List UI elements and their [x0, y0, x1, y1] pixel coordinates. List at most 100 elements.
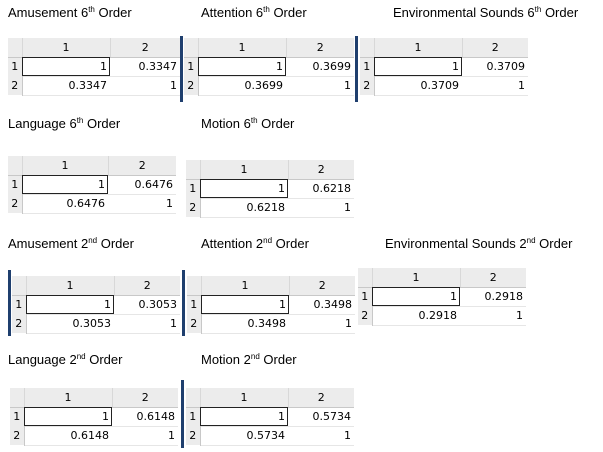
row-header-2[interactable]: 2 — [12, 314, 27, 333]
cell-1-2[interactable]: 0.6148 — [112, 407, 178, 427]
row-header-1[interactable]: 1 — [186, 407, 201, 426]
cell-2-2[interactable]: 1 — [114, 314, 180, 334]
title-superscript: nd — [263, 236, 273, 245]
cell-2-2[interactable]: 1 — [289, 314, 355, 334]
row-header-2[interactable]: 2 — [187, 314, 202, 333]
cell-1-2[interactable]: 0.6218 — [288, 179, 354, 199]
row-header-2[interactable]: 2 — [8, 76, 23, 95]
title-suffix: Order — [94, 5, 132, 20]
cell-2-2[interactable]: 1 — [108, 194, 176, 214]
cell-1-2[interactable]: 0.2918 — [460, 287, 526, 307]
row-header-1[interactable]: 1 — [186, 179, 201, 198]
cell-2-1[interactable]: 0.5734 — [200, 426, 288, 446]
cell-2-1[interactable]: 0.6218 — [200, 198, 288, 218]
row-header-1[interactable]: 1 — [8, 175, 23, 194]
column-header-2[interactable]: 2 — [113, 276, 180, 296]
panel-title-motion-6th: Motion 6th Order — [201, 116, 294, 131]
row-header-2[interactable]: 2 — [186, 426, 201, 445]
column-header-1[interactable]: 1 — [373, 38, 462, 58]
title-suffix: Order — [272, 236, 309, 251]
cell-2-1[interactable]: 0.3699 — [198, 76, 286, 96]
row-header-2[interactable]: 2 — [358, 306, 373, 325]
title-text: Language 2 — [8, 352, 77, 367]
panel-divider — [355, 36, 358, 102]
cell-2-2[interactable]: 1 — [288, 426, 354, 446]
column-header-2[interactable]: 2 — [111, 388, 178, 408]
cell-1-2[interactable]: 0.5734 — [288, 407, 354, 427]
column-header-1[interactable]: 1 — [200, 276, 289, 296]
corner-cell — [186, 160, 200, 180]
panel-divider — [181, 380, 184, 448]
cell-2-2[interactable]: 1 — [110, 76, 180, 96]
cell-1-1[interactable]: 1 — [26, 295, 114, 315]
cell-2-1[interactable]: 0.6476 — [22, 194, 108, 214]
row-header-1[interactable]: 1 — [187, 295, 202, 314]
column-header-2[interactable]: 2 — [107, 156, 176, 176]
column-header-1[interactable]: 1 — [199, 388, 288, 408]
row-header-1[interactable]: 1 — [8, 57, 23, 76]
cell-1-1[interactable]: 1 — [200, 179, 288, 199]
panel-divider — [180, 36, 183, 102]
cell-2-1[interactable]: 0.3053 — [26, 314, 114, 334]
row-header-2[interactable]: 2 — [186, 198, 201, 217]
cell-2-2[interactable]: 1 — [286, 76, 354, 96]
column-header-2[interactable]: 2 — [285, 38, 354, 58]
cell-1-1[interactable]: 1 — [22, 57, 110, 77]
cell-2-2[interactable]: 1 — [462, 76, 528, 96]
cell-2-2[interactable]: 1 — [460, 306, 526, 326]
cell-1-1[interactable]: 1 — [200, 407, 288, 427]
column-header-2[interactable]: 2 — [459, 268, 526, 288]
cell-1-1[interactable]: 1 — [24, 407, 112, 427]
cell-1-2[interactable]: 0.3053 — [114, 295, 180, 315]
cell-1-2[interactable]: 0.6476 — [108, 175, 176, 195]
cell-2-1[interactable]: 0.2918 — [372, 306, 460, 326]
title-text: Attention 6 — [201, 5, 264, 20]
cell-1-2[interactable]: 0.3699 — [286, 57, 354, 77]
cell-1-2[interactable]: 0.3498 — [289, 295, 355, 315]
cell-1-1[interactable]: 1 — [374, 57, 462, 77]
column-header-1[interactable]: 1 — [21, 38, 110, 58]
title-suffix: Order — [541, 5, 579, 20]
column-header-1[interactable]: 1 — [371, 268, 460, 288]
cell-2-1[interactable]: 0.3347 — [22, 76, 110, 96]
column-header-1[interactable]: 1 — [21, 156, 108, 176]
column-header-1[interactable]: 1 — [23, 388, 112, 408]
row-header-2[interactable]: 2 — [8, 194, 23, 213]
cell-2-2[interactable]: 1 — [288, 198, 354, 218]
column-header-1[interactable]: 1 — [25, 276, 114, 296]
cell-2-2[interactable]: 1 — [112, 426, 178, 446]
title-text: Motion 6 — [201, 116, 251, 131]
row-header-2[interactable]: 2 — [360, 76, 375, 95]
cell-1-2[interactable]: 0.3709 — [462, 57, 528, 77]
panel-title-environmental-sounds-6th: Environmental Sounds 6th Order — [393, 5, 578, 20]
cell-1-1[interactable]: 1 — [198, 57, 286, 77]
panel-divider — [8, 270, 11, 336]
column-header-2[interactable]: 2 — [287, 160, 354, 180]
cell-1-1[interactable]: 1 — [201, 295, 289, 315]
row-header-1[interactable]: 1 — [358, 287, 373, 306]
cell-2-1[interactable]: 0.3498 — [201, 314, 289, 334]
column-header-1[interactable]: 1 — [197, 38, 286, 58]
column-header-2[interactable]: 2 — [109, 38, 180, 58]
column-header-2[interactable]: 2 — [461, 38, 528, 58]
column-header-2[interactable]: 2 — [287, 388, 354, 408]
column-header-1[interactable]: 1 — [199, 160, 288, 180]
title-superscript: nd — [526, 236, 536, 245]
panel-title-attention-2nd: Attention 2nd Order — [201, 236, 309, 251]
cell-1-1[interactable]: 1 — [372, 287, 460, 307]
cell-2-1[interactable]: 0.6148 — [24, 426, 112, 446]
cell-1-1[interactable]: 1 — [22, 175, 108, 195]
cell-2-1[interactable]: 0.3709 — [374, 76, 462, 96]
row-header-1[interactable]: 1 — [184, 57, 199, 76]
row-header-1[interactable]: 1 — [12, 295, 27, 314]
row-header-1[interactable]: 1 — [360, 57, 375, 76]
row-header-2[interactable]: 2 — [184, 76, 199, 95]
cell-1-2[interactable]: 0.3347 — [110, 57, 180, 77]
column-header-2[interactable]: 2 — [288, 276, 355, 296]
row-header-1[interactable]: 1 — [10, 407, 25, 426]
row-header-2[interactable]: 2 — [10, 426, 25, 445]
title-text: Language 6 — [8, 116, 77, 131]
